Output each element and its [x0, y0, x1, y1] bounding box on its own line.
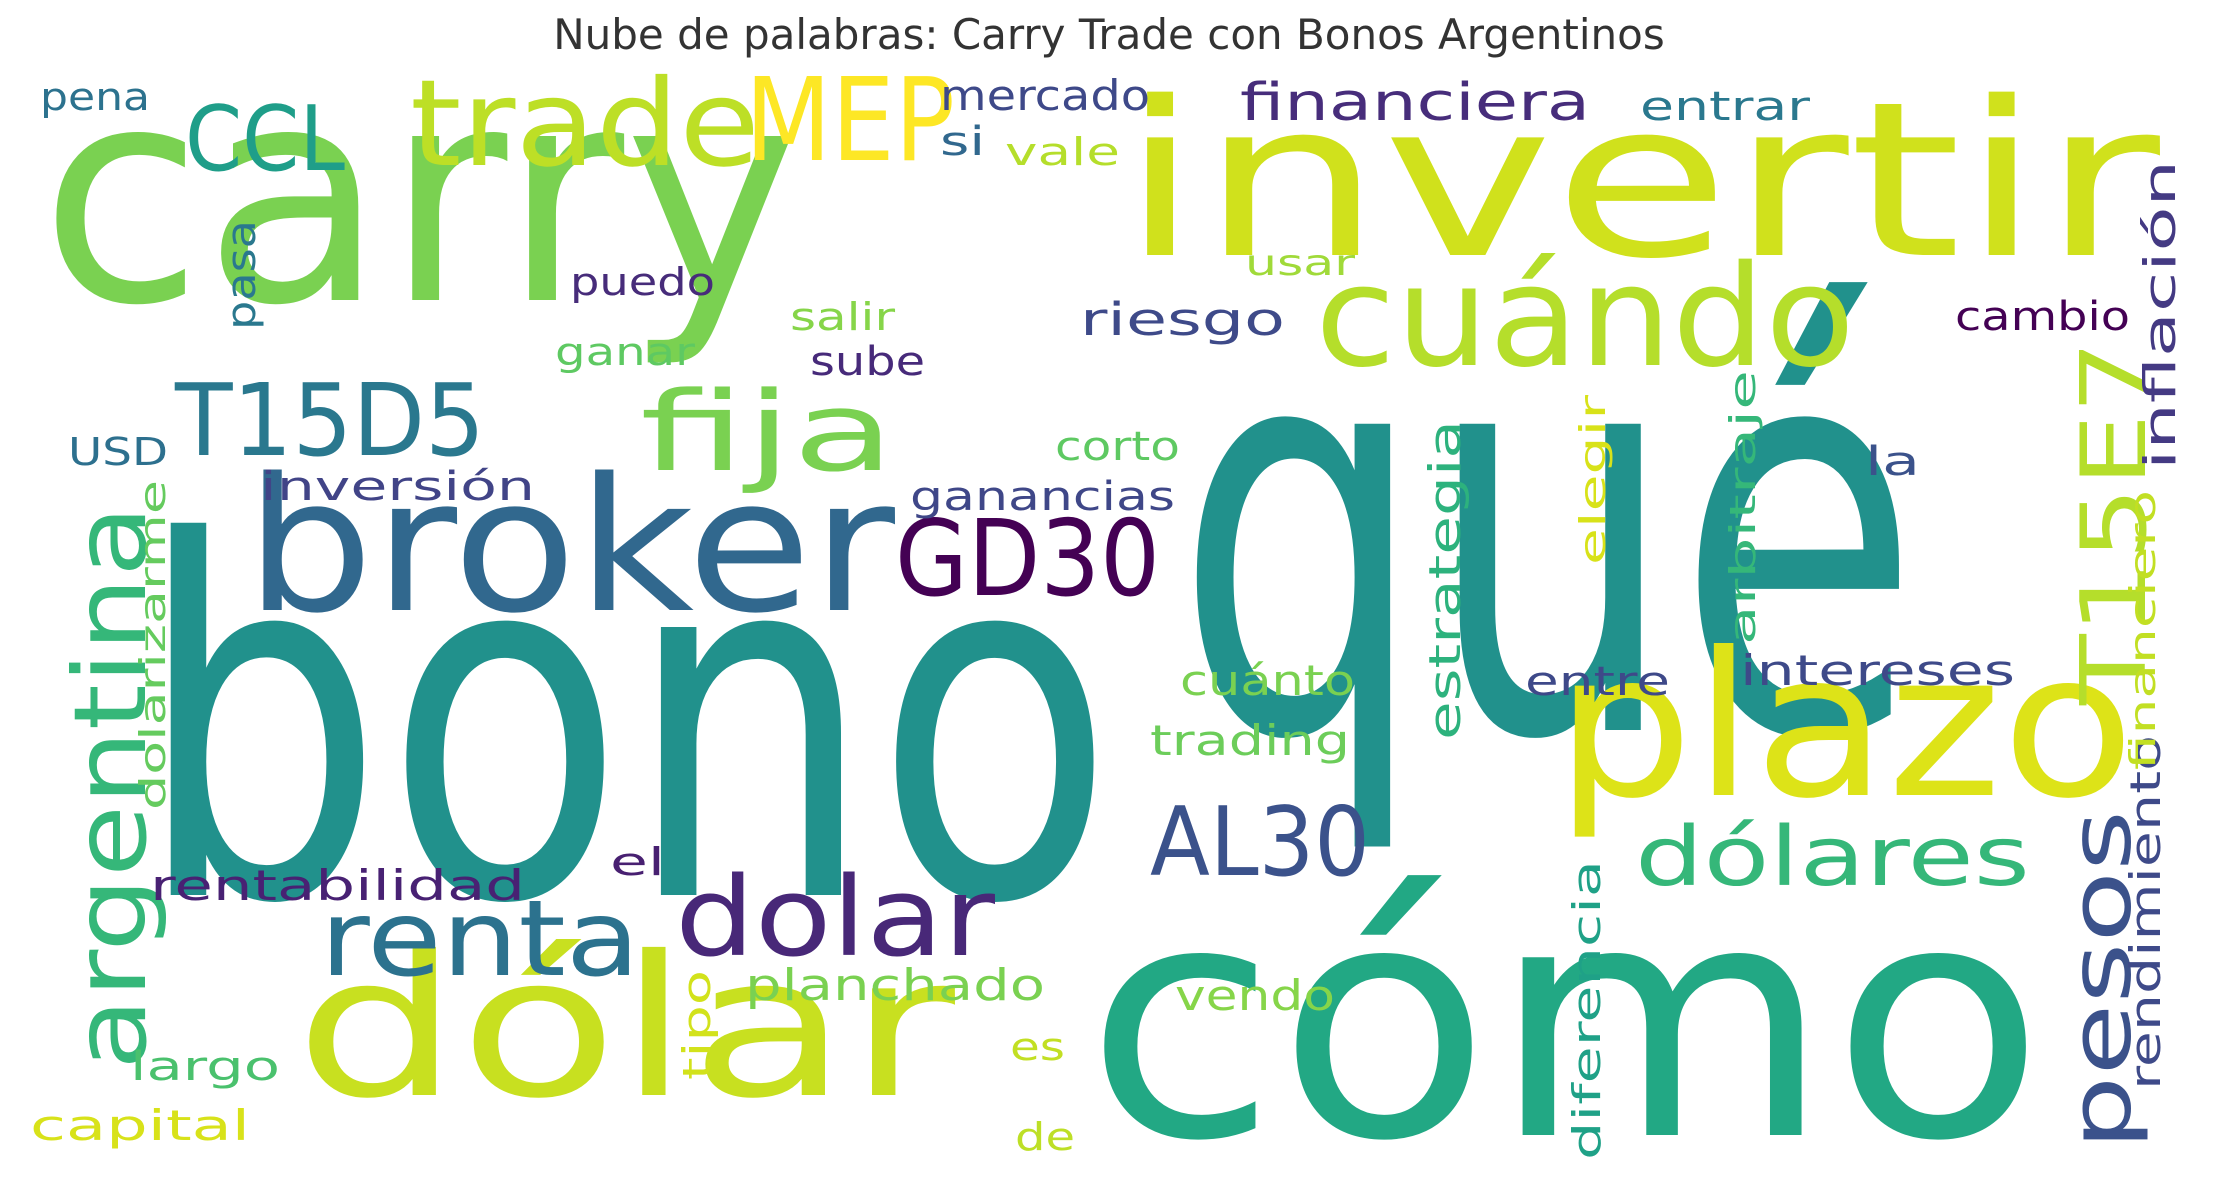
- word-53: el: [610, 840, 665, 884]
- word-29: entrar: [1640, 84, 1811, 130]
- word-49: cuánto: [1180, 656, 1355, 705]
- word-58: diferencia: [1565, 860, 1609, 1160]
- word-22: T15E7: [2062, 340, 2167, 706]
- word-20: dólares: [1635, 810, 2030, 905]
- word-1: carry: [40, 22, 800, 371]
- word-19: argentina: [52, 505, 169, 1070]
- word-10: trade: [410, 55, 760, 194]
- word-62: de: [1015, 1115, 1075, 1159]
- word-23: financiera: [1240, 73, 1590, 133]
- word-36: cambio: [1955, 294, 2130, 340]
- word-52: trading: [1150, 716, 1350, 765]
- word-54: rentabilidad: [150, 861, 525, 910]
- word-55: planchado: [745, 960, 1045, 1011]
- word-4: bono: [135, 440, 1115, 1011]
- word-14: T15D5: [174, 362, 485, 479]
- word-44: elegir: [1573, 395, 1614, 565]
- word-18: dolar: [675, 853, 996, 981]
- word-3: qué: [1175, 211, 1920, 863]
- word-5: cómo: [1085, 833, 2045, 1180]
- word-24: inflación: [2135, 160, 2186, 470]
- word-26: mercado: [940, 71, 1150, 120]
- word-12: CCL: [185, 87, 345, 192]
- word-7: broker: [245, 438, 896, 654]
- word-25: rendimiento: [2121, 735, 2170, 1090]
- word-39: USD: [68, 430, 168, 474]
- word-46: financiero: [2123, 490, 2164, 770]
- word-27: si: [940, 119, 985, 165]
- word-41: corto: [1055, 424, 1180, 470]
- word-21: pesos: [2052, 810, 2151, 1150]
- word-9: cuándo: [1315, 236, 1855, 399]
- word-6: dólar: [295, 914, 956, 1141]
- word-28: vale: [1005, 130, 1120, 174]
- word-37: ganar: [555, 330, 695, 374]
- chart-title: Nube de palabras: Carry Trade con Bonos …: [553, 10, 1665, 59]
- word-42: ganancias: [910, 474, 1175, 520]
- word-34: salir: [790, 295, 895, 339]
- word-17: renta: [320, 878, 640, 1000]
- word-11: MEP: [745, 54, 955, 188]
- word-2: invertir: [1120, 55, 2161, 306]
- word-35: riesgo: [1080, 293, 1285, 346]
- word-40: inversión: [260, 464, 535, 510]
- word-13: fija: [640, 368, 895, 496]
- word-45: arbitraje: [1723, 370, 1764, 645]
- word-8: plazo: [1555, 610, 2135, 843]
- word-51: intereses: [1740, 646, 2015, 695]
- word-50: entre: [1525, 659, 1670, 705]
- word-33: usar: [1245, 243, 1355, 284]
- word-16: AL30: [1150, 788, 1370, 898]
- word-57: tipo: [675, 970, 719, 1080]
- word-31: pasa: [219, 220, 265, 330]
- word-43: la: [1865, 439, 1920, 485]
- word-47: estrategia: [1420, 420, 1471, 740]
- word-48: dolarizarme: [133, 480, 174, 810]
- word-59: largo: [130, 1044, 280, 1090]
- word-32: puedo: [570, 260, 715, 304]
- word-30: pena: [40, 75, 150, 119]
- word-56: vendo: [1175, 971, 1335, 1020]
- word-15: GD30: [895, 498, 1160, 620]
- word-60: es: [1010, 1025, 1065, 1069]
- word-38: sube: [810, 339, 925, 385]
- word-61: capital: [30, 1101, 250, 1150]
